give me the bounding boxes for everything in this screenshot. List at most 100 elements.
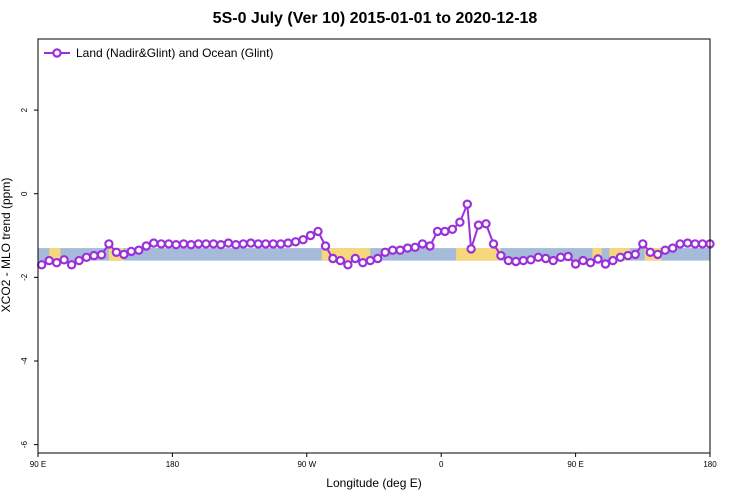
data-point xyxy=(630,249,641,260)
data-point xyxy=(365,255,375,266)
data-point xyxy=(473,220,484,230)
data-point xyxy=(488,239,499,249)
data-point xyxy=(283,238,293,248)
data-point xyxy=(432,226,443,237)
y-tick-label: 0 xyxy=(20,191,29,196)
data-point xyxy=(570,259,581,269)
x-axis-label: Longitude (deg E) xyxy=(326,476,422,490)
data-point xyxy=(37,260,47,270)
x-ticks-layer: 90 E 180 90 W 0 90 E 180 xyxy=(30,453,717,469)
data-point xyxy=(261,239,271,249)
data-point xyxy=(290,237,301,247)
data-point xyxy=(481,219,491,229)
data-point xyxy=(417,239,428,249)
data-point xyxy=(305,230,316,241)
data-point xyxy=(440,226,450,237)
data-point xyxy=(600,259,611,269)
legend: Land (Nadir&Glint) and Ocean (Glint) xyxy=(44,46,273,60)
data-point xyxy=(238,239,248,249)
data-point xyxy=(556,252,566,262)
data-point xyxy=(335,255,346,266)
data-point xyxy=(193,239,204,249)
data-point xyxy=(328,253,338,264)
data-point xyxy=(119,249,129,260)
x-tick-label: 90 E xyxy=(30,460,46,469)
x-tick-label: 90 E xyxy=(567,460,583,469)
data-point xyxy=(66,260,77,270)
x-tick-label: 90 W xyxy=(297,460,316,469)
data-point xyxy=(186,239,196,250)
data-point xyxy=(526,255,536,265)
data-point xyxy=(208,239,219,249)
data-point xyxy=(660,245,670,255)
data-point xyxy=(223,238,234,248)
data-point xyxy=(668,243,678,253)
data-point xyxy=(89,250,99,261)
data-point xyxy=(447,224,458,234)
plot-frame xyxy=(37,38,711,454)
x-tick-label: 180 xyxy=(703,460,717,469)
data-point xyxy=(320,241,331,251)
data-point xyxy=(511,256,521,267)
land-segment xyxy=(49,248,61,261)
data-point xyxy=(358,258,368,268)
data-point xyxy=(645,247,656,257)
data-point xyxy=(548,255,558,266)
data-point xyxy=(343,260,353,270)
data-point xyxy=(81,252,92,262)
land-segment xyxy=(456,248,501,261)
y-tick-label: -6 xyxy=(20,441,29,449)
data-point xyxy=(675,239,685,249)
y-tick-label: -2 xyxy=(20,273,29,281)
y-ticks-layer: 2 0 -2 -4 -6 xyxy=(20,107,38,448)
data-point xyxy=(171,239,181,250)
data-point xyxy=(518,255,529,266)
data-point xyxy=(578,255,588,266)
y-tick-label: -4 xyxy=(20,357,29,365)
data-point xyxy=(268,239,278,249)
data-point xyxy=(298,234,308,245)
x-tick-label: 180 xyxy=(166,460,180,469)
legend-marker xyxy=(52,48,62,58)
land-segment xyxy=(592,248,602,261)
data-point xyxy=(201,239,211,249)
data-point xyxy=(141,241,151,251)
data-point xyxy=(111,247,122,257)
data-point xyxy=(313,226,323,237)
data-point xyxy=(126,246,137,257)
data-point xyxy=(96,250,107,260)
chart-title: 5S-0 July (Ver 10) 2015-01-01 to 2020-12… xyxy=(212,10,538,27)
data-point xyxy=(563,251,573,262)
data-point xyxy=(496,250,506,261)
data-point xyxy=(104,239,114,249)
data-point xyxy=(623,250,633,261)
data-point xyxy=(653,249,663,260)
data-point xyxy=(246,238,256,248)
data-point xyxy=(593,254,603,264)
data-point xyxy=(402,243,413,253)
x-tick-label: 0 xyxy=(439,460,444,469)
data-point xyxy=(585,258,596,268)
data-point xyxy=(216,239,226,250)
data-point xyxy=(388,245,398,255)
data-point xyxy=(608,255,618,266)
data-point xyxy=(697,239,708,249)
data-point xyxy=(615,252,626,262)
data-point xyxy=(231,239,241,250)
y-tick-label: 2 xyxy=(20,107,29,112)
data-point xyxy=(373,253,383,264)
data-point xyxy=(425,241,435,251)
data-points-layer xyxy=(37,199,715,270)
data-point xyxy=(156,239,166,249)
data-point xyxy=(533,252,544,262)
data-point xyxy=(466,244,476,254)
data-point xyxy=(462,199,472,209)
data-point xyxy=(148,238,159,248)
data-point xyxy=(682,238,693,248)
data-point xyxy=(395,245,405,255)
data-point xyxy=(541,253,551,264)
data-point xyxy=(410,242,420,252)
data-point xyxy=(59,255,69,265)
data-point xyxy=(455,217,465,227)
